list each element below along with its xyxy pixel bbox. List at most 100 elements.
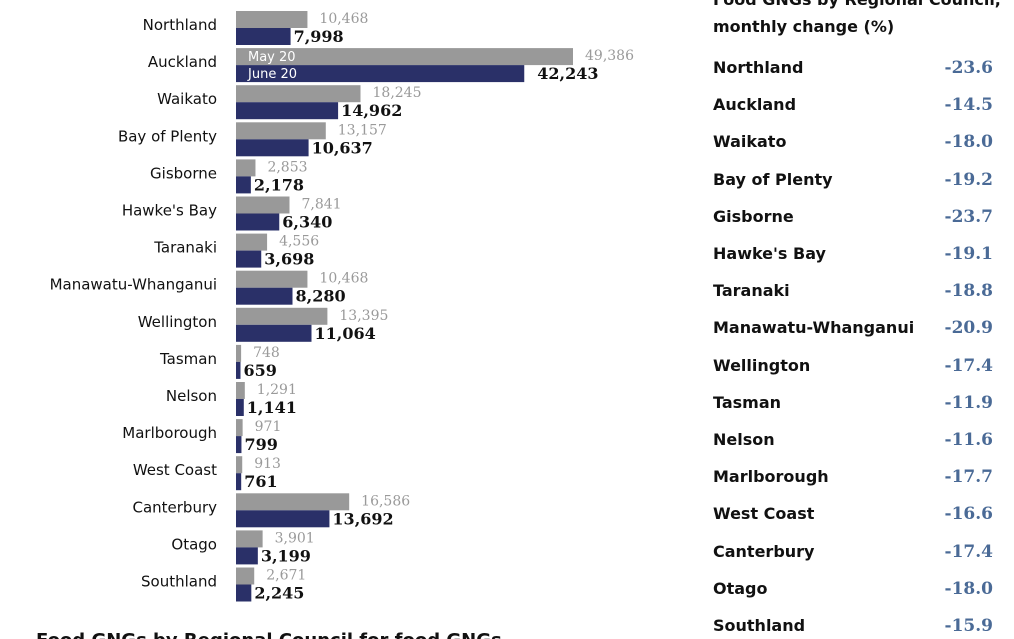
bar-may-nelson [236, 382, 245, 399]
change-value: -18.8 [944, 281, 993, 302]
change-table-title: Food GNGs by Regional Council, monthly c… [713, 0, 1001, 36]
value-label-june-waikato: 14,962 [341, 101, 402, 120]
bar-june-auckland [236, 65, 525, 83]
value-label-may-wellington: 13,395 [339, 308, 388, 324]
change-region-name: Manawatu-Whanganui [713, 318, 915, 338]
value-label-june-canterbury: 13,692 [332, 509, 393, 528]
value-label-june-taranaki: 3,698 [264, 250, 314, 269]
change-row: Waikato -18.0 [713, 132, 1003, 156]
category-label-taranaki: Taranaki [153, 239, 217, 257]
change-value: -19.1 [944, 244, 993, 264]
value-label-june-nelson: 1,141 [247, 398, 297, 417]
value-label-june-southland: 2,245 [254, 584, 304, 603]
change-value: -11.6 [944, 430, 993, 450]
bar-may-waikato [236, 85, 361, 103]
bar-may-manawatu-whanganui [236, 270, 308, 288]
value-label-may-marlborough: 971 [255, 419, 282, 435]
change-region-name: Southland [713, 616, 806, 635]
category-label-manawatu-whanganui: Manawatu-Whanganui [50, 276, 217, 294]
change-row: Gisborne -23.7 [713, 207, 1003, 231]
bar-june-west-coast [236, 473, 242, 491]
bar-june-canterbury [236, 510, 330, 528]
change-value: -15.9 [944, 616, 993, 636]
change-value: -18.0 [944, 132, 993, 153]
series-label-june: June 20 [247, 67, 297, 82]
change-row: Southland -15.9 [713, 616, 1003, 639]
change-region-name: Gisborne [713, 206, 794, 226]
change-row: Taranaki -18.8 [713, 281, 1003, 305]
bar-june-otago [236, 547, 258, 565]
value-label-june-hawke-s-bay: 6,340 [282, 213, 332, 232]
change-value: -23.7 [944, 206, 993, 227]
change-region-name: Nelson [713, 430, 775, 449]
change-value: -18.0 [944, 578, 993, 599]
change-value: -20.9 [944, 318, 993, 339]
value-label-may-canterbury: 16,586 [361, 493, 410, 509]
value-label-june-otago: 3,199 [261, 546, 311, 565]
change-value: -23.6 [944, 58, 993, 78]
bar-june-southland [236, 584, 252, 602]
value-label-june-northland: 7,998 [294, 27, 344, 46]
value-label-may-taranaki: 4,556 [279, 234, 319, 250]
bar-may-west-coast [236, 456, 243, 474]
bar-june-tasman [236, 361, 241, 379]
category-label-tasman: Tasman [159, 350, 217, 368]
change-region-name: Taranaki [713, 281, 790, 301]
change-region-name: Bay of Plenty [713, 169, 833, 189]
change-row: Nelson -11.6 [713, 430, 1003, 454]
value-label-june-west-coast: 761 [244, 472, 277, 491]
value-label-may-hawke-s-bay: 7,841 [302, 197, 342, 213]
category-label-auckland: Auckland [148, 53, 217, 71]
change-value: -17.4 [944, 541, 993, 562]
category-label-gisborne: Gisborne [150, 164, 217, 182]
value-label-june-gisborne: 2,178 [254, 175, 304, 194]
change-region-name: Northland [713, 58, 804, 77]
category-label-canterbury: Canterbury [132, 498, 217, 516]
series-label-may: May 20 [248, 50, 296, 65]
change-row: Hawke's Bay -19.1 [713, 244, 1003, 268]
bar-may-bay-of-plenty [236, 122, 326, 140]
change-value: -11.9 [944, 392, 993, 413]
value-label-may-otago: 3,901 [275, 530, 315, 546]
category-label-marlborough: Marlborough [122, 424, 217, 442]
change-row: Wellington -17.4 [713, 356, 1003, 380]
bar-may-hawke-s-bay [236, 196, 290, 214]
value-label-june-wellington: 11,064 [314, 324, 375, 343]
value-label-may-northland: 10,468 [319, 11, 368, 27]
change-region-name: West Coast [713, 504, 815, 524]
change-region-name: Otago [713, 578, 768, 598]
bar-june-northland [236, 28, 291, 45]
bar-may-marlborough [236, 419, 243, 437]
change-region-name: Hawke's Bay [713, 244, 826, 263]
value-label-may-waikato: 18,245 [373, 85, 422, 101]
value-label-may-manawatu-whanganui: 10,468 [319, 271, 368, 287]
value-label-june-auckland: 42,243 [537, 64, 598, 83]
value-label-may-tasman: 748 [253, 345, 280, 361]
category-label-hawke-s-bay: Hawke's Bay [122, 202, 217, 220]
bar-june-waikato [236, 102, 339, 120]
bar-may-southland [236, 567, 255, 585]
bar-may-northland [236, 11, 308, 28]
value-label-june-marlborough: 799 [244, 435, 277, 454]
change-value: -19.2 [944, 169, 993, 190]
change-region-name: Wellington [713, 355, 811, 375]
category-label-waikato: Waikato [157, 90, 217, 108]
change-row: West Coast -16.6 [713, 504, 1003, 528]
bar-june-marlborough [236, 436, 242, 454]
change-region-name: Canterbury [713, 541, 815, 561]
change-row: Tasman -11.9 [713, 393, 1003, 417]
change-row: Otago -18.0 [713, 579, 1003, 603]
change-region-name: Auckland [713, 95, 797, 115]
category-label-west-coast: West Coast [133, 461, 217, 479]
value-label-may-auckland: 49,386 [585, 48, 634, 64]
category-label-otago: Otago [171, 535, 217, 553]
bar-june-nelson [236, 399, 244, 416]
bar-may-taranaki [236, 233, 268, 251]
bar-may-wellington [236, 307, 328, 325]
value-label-may-gisborne: 2,853 [267, 159, 307, 175]
category-label-southland: Southland [141, 573, 217, 591]
change-row: Auckland -14.5 [713, 95, 1003, 119]
change-value: -16.6 [944, 504, 993, 525]
change-row: Marlborough -17.7 [713, 467, 1003, 491]
